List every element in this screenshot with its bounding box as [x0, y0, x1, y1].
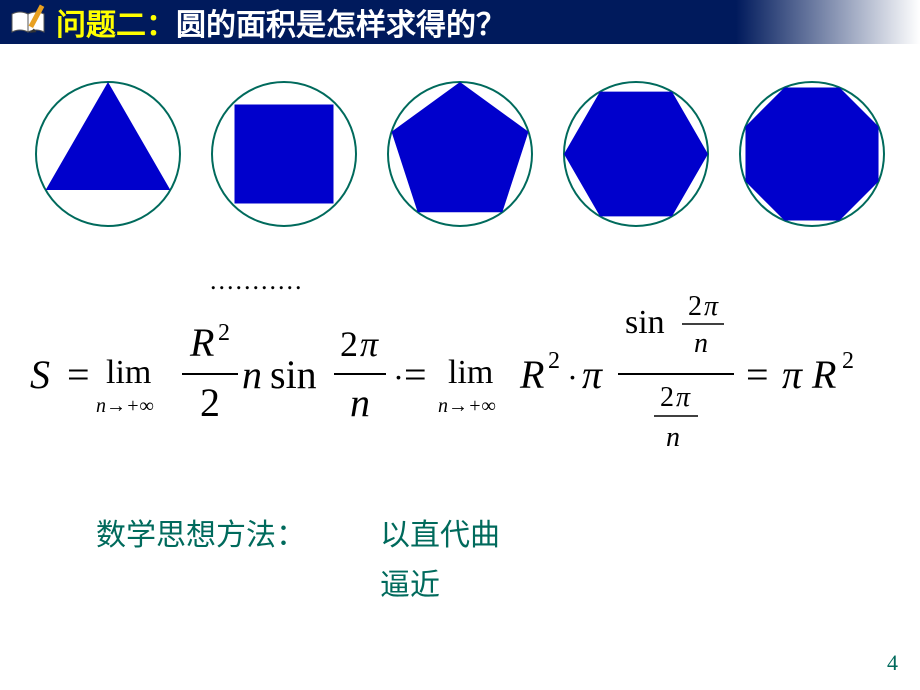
svg-text:R: R — [811, 352, 836, 397]
header-main: 圆的面积是怎样求得的？ — [176, 9, 506, 42]
method-label: 数学思想方法： — [96, 510, 306, 554]
formula: S = lim n→+∞ R 2 2 n sin 2 π n · = lim n… — [20, 288, 900, 468]
svg-text:n: n — [666, 422, 680, 453]
svg-text:2: 2 — [340, 324, 358, 364]
polygon-hexagon — [556, 74, 716, 234]
polygon-square — [204, 74, 364, 234]
svg-text:n→+∞: n→+∞ — [438, 395, 496, 417]
polygon-octagon — [732, 74, 892, 234]
svg-text:2: 2 — [200, 380, 220, 425]
svg-text:π: π — [782, 352, 803, 397]
polygon-pentagon — [380, 74, 540, 234]
svg-text:sin: sin — [270, 352, 317, 397]
method-text-1: 以直代曲 — [380, 510, 500, 554]
svg-text:lim: lim — [448, 354, 493, 391]
svg-text:n: n — [350, 380, 370, 425]
svg-text:2: 2 — [688, 291, 702, 322]
svg-text:n: n — [694, 328, 708, 359]
polygon-triangle — [28, 74, 188, 234]
svg-text:π: π — [704, 291, 719, 322]
svg-text:2: 2 — [548, 348, 560, 374]
method-text-2: 逼近 — [380, 560, 440, 604]
svg-text:=: = — [404, 352, 427, 397]
svg-text:·: · — [394, 359, 402, 395]
svg-text:π: π — [676, 382, 691, 413]
svg-text:2: 2 — [660, 382, 674, 413]
svg-text:n→+∞: n→+∞ — [96, 395, 154, 417]
svg-text:lim: lim — [106, 354, 151, 391]
svg-text:=: = — [746, 352, 769, 397]
svg-text:π: π — [360, 324, 379, 364]
svg-text:2: 2 — [218, 320, 230, 346]
svg-text:=: = — [67, 352, 90, 397]
svg-text:2: 2 — [842, 348, 854, 374]
svg-text:·: · — [568, 359, 576, 395]
header-prefix: 问题二： — [56, 9, 176, 42]
svg-text:π: π — [582, 352, 603, 397]
page-number: 4 — [887, 650, 898, 676]
sym-S: S — [30, 352, 50, 397]
svg-text:R: R — [519, 352, 544, 397]
svg-text:sin: sin — [625, 304, 665, 341]
polygons-row — [0, 44, 920, 244]
svg-text:n: n — [242, 352, 262, 397]
book-pencil-icon — [8, 2, 52, 42]
slide-header: 问题二：圆的面积是怎样求得的？ — [0, 0, 920, 44]
header-title: 问题二：圆的面积是怎样求得的？ — [56, 0, 506, 44]
svg-text:R: R — [189, 320, 214, 365]
